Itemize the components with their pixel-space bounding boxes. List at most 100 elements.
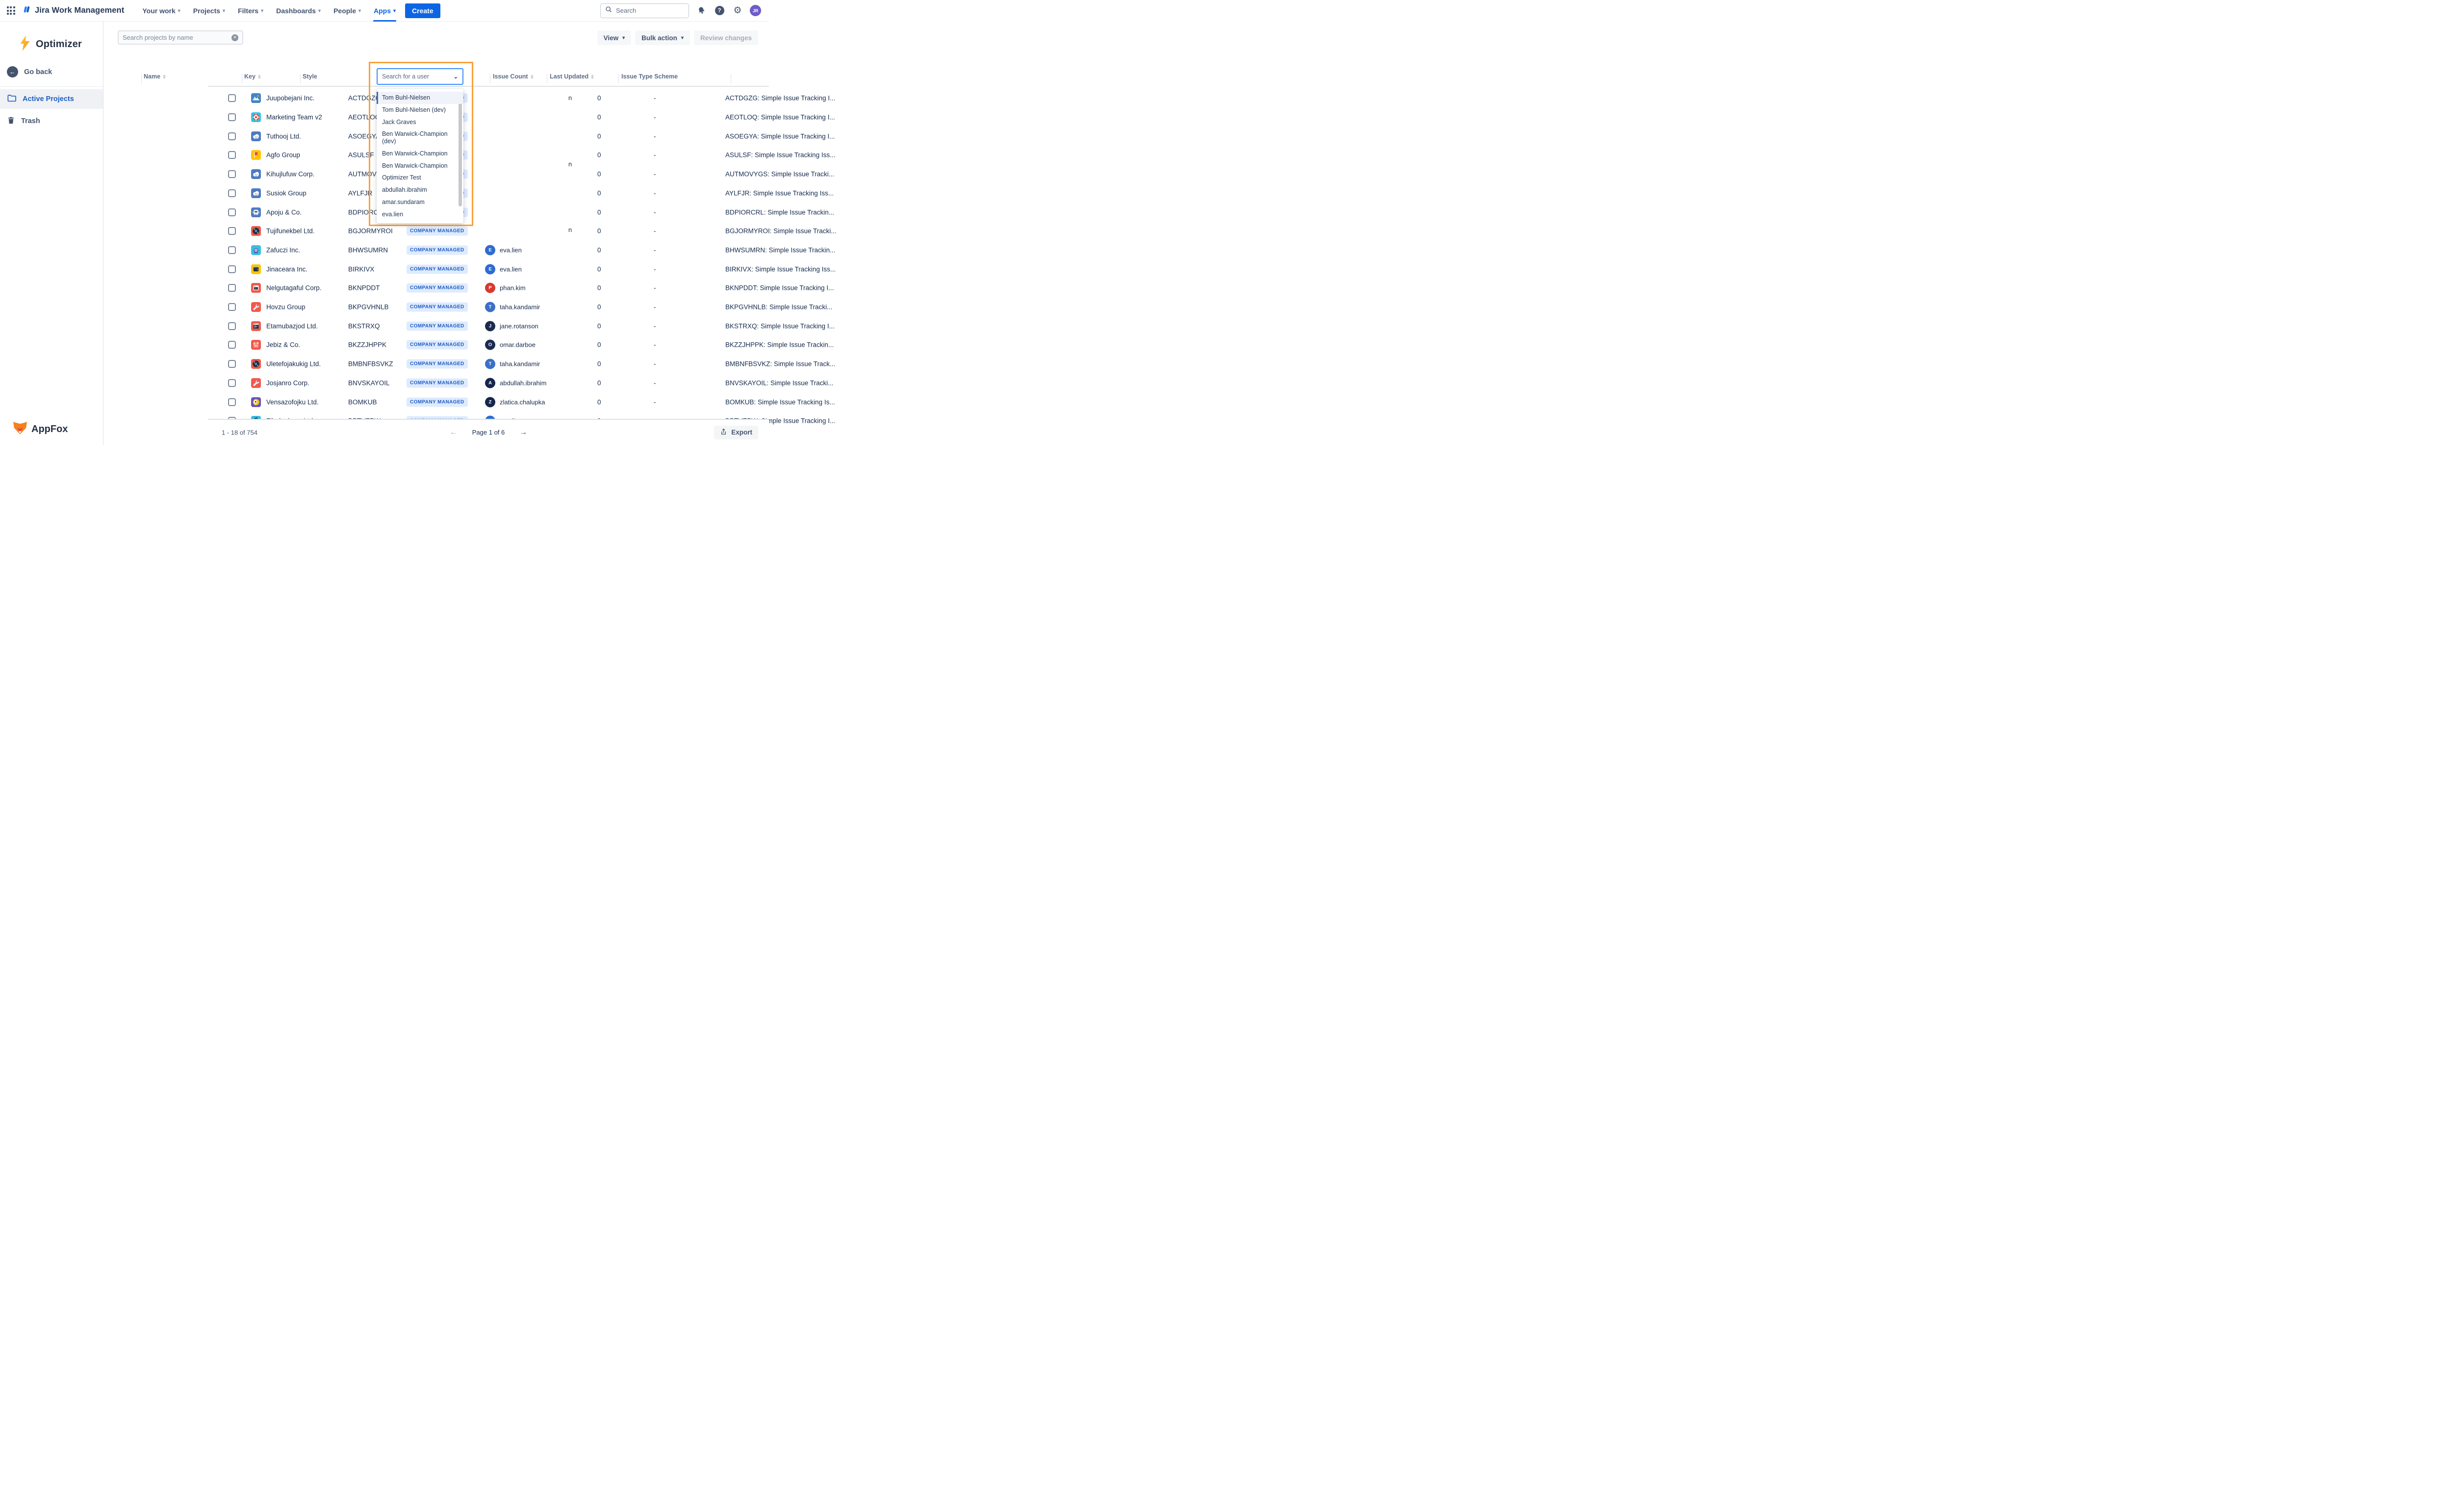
- row-checkbox[interactable]: [228, 341, 236, 349]
- jira-brand[interactable]: Jira Work Management: [22, 4, 124, 17]
- project-name[interactable]: Apoju & Co.: [266, 208, 302, 216]
- sidebar-divider: [0, 86, 103, 87]
- project-name[interactable]: Vensazofojku Ltd.: [266, 398, 319, 406]
- next-page-icon[interactable]: →: [519, 428, 528, 436]
- project-name[interactable]: Tuthooj Ltd.: [266, 132, 301, 140]
- go-back-button[interactable]: ← Go back: [7, 66, 103, 77]
- global-search[interactable]: [600, 3, 689, 18]
- row-checkbox[interactable]: [228, 360, 236, 368]
- bulk-action-button[interactable]: Bulk action ▾: [635, 30, 690, 45]
- review-changes-button[interactable]: Review changes: [693, 30, 758, 45]
- project-name[interactable]: Uletefojakukig Ltd.: [266, 360, 321, 368]
- project-name[interactable]: Josjanro Corp.: [266, 379, 309, 387]
- chevron-down-icon: ⌄: [453, 74, 458, 80]
- project-name[interactable]: Juupobejani Inc.: [266, 94, 315, 102]
- project-name[interactable]: Kihujlufuw Corp.: [266, 170, 315, 178]
- style-badge: COMPANY MANAGED: [407, 321, 468, 331]
- project-name[interactable]: Marketing Team v2: [266, 113, 322, 121]
- project-search[interactable]: ✕: [118, 30, 243, 45]
- nav-item-people[interactable]: People ▾: [333, 6, 361, 15]
- lead-option[interactable]: amar.sundaram: [382, 198, 425, 205]
- project-name[interactable]: Agfo Group: [266, 151, 301, 159]
- user-avatar[interactable]: JR: [750, 5, 761, 16]
- lead-cell[interactable]: T taha.kandamir: [485, 359, 540, 369]
- row-checkbox[interactable]: [228, 322, 236, 330]
- sort-icon[interactable]: [257, 74, 261, 79]
- sort-icon[interactable]: [163, 74, 166, 79]
- project-name[interactable]: Zafuczi Inc.: [266, 246, 301, 254]
- row-checkbox[interactable]: [228, 398, 236, 406]
- lead-option[interactable]: Optimizer Test: [382, 174, 421, 181]
- row-checkbox[interactable]: [228, 208, 236, 216]
- issue-type-scheme: ASOEGYA: Simple Issue Tracking I...: [725, 132, 835, 140]
- row-checkbox[interactable]: [228, 265, 236, 273]
- project-avatar-icon: [251, 207, 261, 217]
- lead-cell[interactable]: P phan.kim: [485, 282, 526, 293]
- row-checkbox[interactable]: [228, 151, 236, 159]
- row-checkbox[interactable]: [228, 227, 236, 235]
- column-header-last-updated[interactable]: Last Updated: [550, 73, 594, 80]
- export-button[interactable]: Export: [714, 425, 758, 439]
- lead-cell[interactable]: E eva.lien: [485, 245, 522, 256]
- row-checkbox[interactable]: [228, 246, 236, 254]
- row-checkbox[interactable]: [228, 284, 236, 292]
- nav-item-projects[interactable]: Projects ▾: [193, 6, 226, 15]
- settings-gear-icon[interactable]: ⚙: [733, 5, 742, 16]
- clear-search-icon[interactable]: ✕: [231, 34, 238, 41]
- lead-option[interactable]: Ben Warwick-Champion: [382, 162, 448, 169]
- lead-cell[interactable]: A abdullah.ibrahim: [485, 378, 546, 388]
- nav-item-filters[interactable]: Filters ▾: [238, 6, 264, 15]
- lead-cell[interactable]: T taha.kandamir: [485, 302, 540, 312]
- project-name[interactable]: Etamubazjod Ltd.: [266, 322, 318, 330]
- lead-option[interactable]: Ben Warwick-Champion: [382, 150, 448, 157]
- lead-option[interactable]: abdullah.ibrahim: [382, 186, 427, 193]
- sort-icon[interactable]: [591, 74, 594, 79]
- help-icon[interactable]: ?: [714, 5, 725, 17]
- lead-cell[interactable]: J jane.rotanson: [485, 321, 538, 332]
- lead-cell[interactable]: E eva.lien: [485, 264, 522, 275]
- lead-cell[interactable]: Z zlatica.chalupka: [485, 397, 545, 408]
- lead-option[interactable]: Jack Graves: [382, 118, 416, 126]
- project-search-input[interactable]: [123, 34, 231, 41]
- create-button[interactable]: Create: [405, 3, 440, 18]
- project-name[interactable]: Jinaceara Inc.: [266, 265, 308, 273]
- lead-option[interactable]: Tom Buhl-Nielsen: [377, 92, 463, 104]
- project-name[interactable]: Nelgutagaful Corp.: [266, 284, 322, 292]
- row-checkbox[interactable]: [228, 94, 236, 103]
- nav-item-dashboards[interactable]: Dashboards ▾: [276, 6, 321, 15]
- project-name[interactable]: Jebiz & Co.: [266, 341, 301, 349]
- nav-item-your-work[interactable]: Your work ▾: [142, 6, 180, 15]
- project-name[interactable]: Tujifunekbel Ltd.: [266, 227, 315, 235]
- notifications-bell-icon[interactable]: [695, 5, 707, 17]
- project-name[interactable]: Hovzu Group: [266, 303, 306, 311]
- prev-page-icon[interactable]: ←: [449, 428, 458, 436]
- sidebar-item-active-projects[interactable]: Active Projects: [0, 89, 103, 109]
- view-button[interactable]: View ▾: [597, 30, 632, 45]
- lead-option[interactable]: Tom Buhl-Nielsen (dev): [382, 106, 446, 113]
- column-header-issue-count[interactable]: Issue Count: [493, 73, 534, 80]
- column-header-name[interactable]: Name: [144, 73, 166, 80]
- row-checkbox[interactable]: [228, 189, 236, 197]
- sidebar-item-trash[interactable]: Trash: [0, 111, 103, 131]
- app-switcher-icon[interactable]: [0, 0, 22, 22]
- covered-lead-fragment: n: [568, 160, 572, 168]
- global-search-input[interactable]: [616, 7, 684, 14]
- lead-option[interactable]: eva.lien: [382, 210, 404, 218]
- column-header-key[interactable]: Key: [244, 73, 261, 80]
- nav-item-apps[interactable]: Apps ▾: [368, 0, 401, 22]
- row-checkbox[interactable]: [228, 113, 236, 122]
- style-badge: COMPANY MANAGED: [407, 397, 468, 407]
- project-key: BHWSUMRN: [348, 246, 388, 254]
- lead-cell[interactable]: O omar.darboe: [485, 339, 536, 350]
- menu-scrollbar[interactable]: [459, 93, 462, 206]
- row-checkbox[interactable]: [228, 303, 236, 311]
- sort-icon[interactable]: [530, 74, 534, 79]
- row-checkbox[interactable]: [228, 132, 236, 140]
- row-checkbox[interactable]: [228, 379, 236, 387]
- lead-user-select[interactable]: Search for a user ⌄: [377, 68, 463, 85]
- lead-option[interactable]: Ben Warwick-Champion (dev): [382, 130, 448, 145]
- project-avatar-icon: [251, 359, 261, 369]
- row-checkbox[interactable]: [228, 170, 236, 179]
- style-badge: COMPANY MANAGED: [407, 378, 468, 388]
- project-name[interactable]: Susiok Group: [266, 189, 306, 197]
